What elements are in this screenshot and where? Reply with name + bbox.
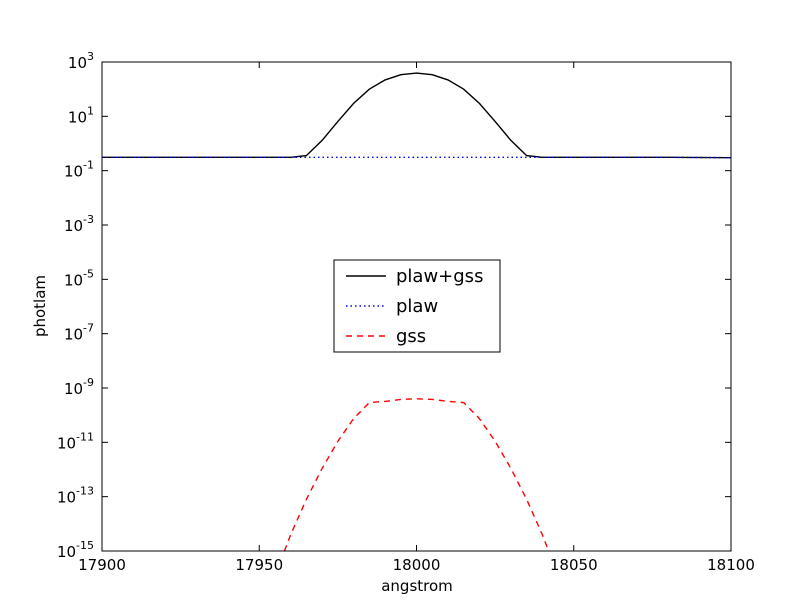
legend: plaw+gss plaw gss bbox=[334, 260, 500, 352]
y-tick-label: 10-3 bbox=[64, 213, 94, 235]
y-tick-label: 10-1 bbox=[64, 159, 94, 181]
x-tick-label: 18100 bbox=[707, 556, 755, 574]
y-tick-label: 10-13 bbox=[57, 485, 94, 507]
y-tick-label: 10-5 bbox=[64, 267, 94, 289]
legend-label: plaw bbox=[396, 296, 438, 317]
y-tick-label: 10-9 bbox=[64, 376, 94, 398]
y-tick-label: 103 bbox=[68, 50, 94, 72]
y-tick-label: 10-11 bbox=[57, 430, 94, 452]
x-axis-label: angstrom bbox=[381, 577, 453, 595]
x-tick-label: 18050 bbox=[550, 556, 598, 574]
legend-label: plaw+gss bbox=[396, 266, 483, 287]
y-tick-label: 10-7 bbox=[64, 322, 94, 344]
x-tick-label: 18000 bbox=[393, 556, 441, 574]
y-axis-label: photlam bbox=[31, 275, 49, 337]
legend-label: gss bbox=[396, 326, 426, 347]
x-tick-label: 17950 bbox=[235, 556, 283, 574]
series-line-plaw-gss bbox=[102, 73, 731, 158]
y-tick-label: 101 bbox=[68, 104, 94, 126]
series-line-gss bbox=[284, 399, 548, 551]
x-tick-label: 17900 bbox=[78, 556, 126, 574]
